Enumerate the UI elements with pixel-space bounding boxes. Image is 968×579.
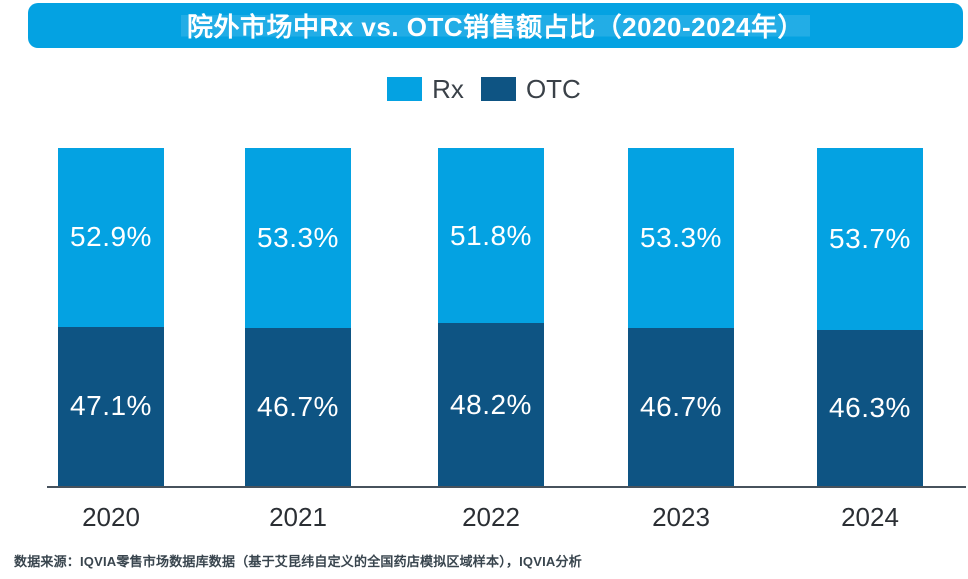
chart-title-bar: 院外市场中Rx vs. OTC销售额占比（2020-2024年） (28, 3, 963, 48)
rx-value-label: 51.8% (450, 219, 532, 251)
x-axis-label-2023: 2023 (652, 502, 710, 532)
data-source-note: 数据来源：IQVIA零售市场数据库数据（基于艾昆纬自定义的全国药店模拟区域样本）… (14, 554, 582, 569)
bar-2023: 53.3% 46.7% (628, 148, 734, 486)
rx-segment-2023: 53.3% (628, 148, 734, 329)
otc-segment-2024: 46.3% (817, 329, 923, 486)
x-axis-label-2024: 2024 (841, 502, 899, 532)
otc-value-label: 46.7% (640, 391, 722, 423)
rx-value-label: 53.3% (257, 222, 339, 254)
rx-value-label: 53.7% (829, 222, 911, 254)
bar-2021: 53.3% 46.7% (245, 148, 351, 486)
chart-title: 院外市场中Rx vs. OTC销售额占比（2020-2024年） (180, 7, 811, 44)
rx-segment-2020: 52.9% (58, 148, 164, 327)
rx-segment-2024: 53.7% (817, 148, 923, 330)
otc-segment-2022: 48.2% (438, 323, 544, 486)
otc-value-label: 48.2% (450, 388, 532, 420)
otc-segment-2020: 47.1% (58, 326, 164, 486)
legend-item-rx: Rx (387, 74, 464, 105)
legend-label-otc: OTC (525, 73, 581, 104)
rx-color-swatch (387, 77, 423, 101)
otc-segment-2021: 46.7% (245, 328, 351, 486)
otc-value-label: 47.1% (70, 390, 152, 422)
legend-label-rx: Rx (432, 73, 464, 104)
rx-segment-2022: 51.8% (438, 148, 544, 324)
otc-segment-2023: 46.7% (628, 328, 734, 486)
x-axis-label-2022: 2022 (462, 502, 520, 532)
otc-value-label: 46.7% (257, 391, 339, 423)
x-axis-label-2020: 2020 (82, 502, 140, 532)
rx-segment-2021: 53.3% (245, 148, 351, 329)
rx-value-label: 53.3% (640, 222, 722, 254)
legend-item-otc: OTC (480, 73, 581, 105)
x-axis-label-2021: 2021 (269, 502, 327, 532)
legend: Rx OTC (0, 74, 968, 104)
bar-2024: 53.7% 46.3% (817, 148, 923, 486)
bar-2022: 51.8% 48.2% (438, 148, 544, 486)
otc-value-label: 46.3% (829, 391, 911, 423)
rx-value-label: 52.9% (70, 221, 152, 253)
bar-2020: 52.9% 47.1% (58, 148, 164, 486)
otc-color-swatch (480, 77, 516, 101)
x-axis-line (47, 486, 966, 488)
